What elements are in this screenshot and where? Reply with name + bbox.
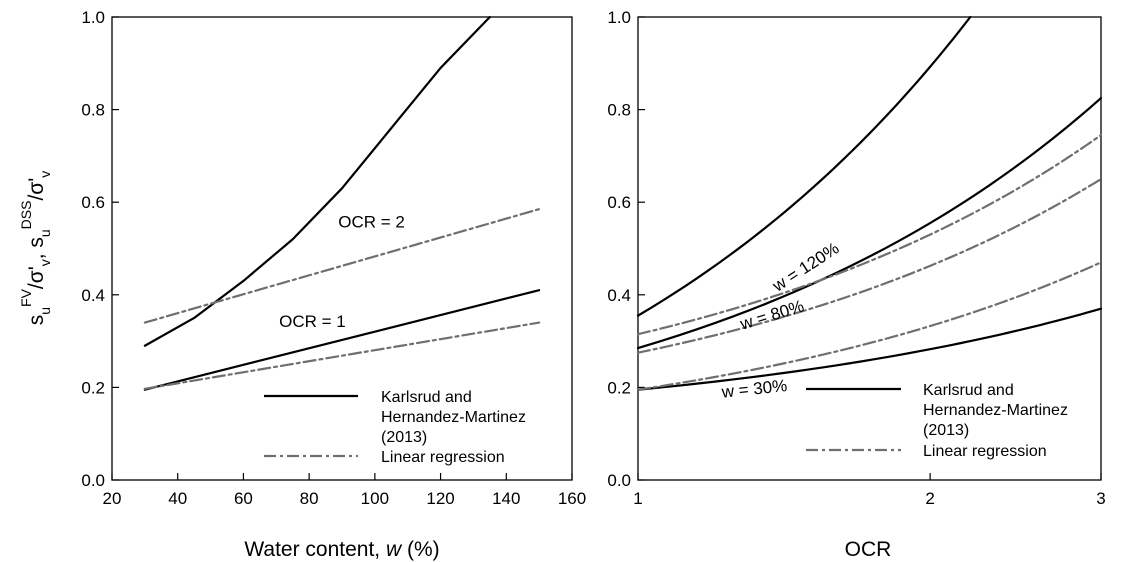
x-axis-title-right: OCR [845, 538, 892, 561]
left-y-tick-label: 0.8 [81, 101, 105, 120]
left-x-ticks: 20 40 60 80 100 120 140 160 [103, 473, 586, 508]
left-y-tick-label: 0.4 [81, 286, 105, 305]
left-x-tick-label: 40 [168, 489, 187, 508]
left-y-tick-label: 0.2 [81, 378, 105, 397]
left-annotation-label: OCR = 2 [338, 213, 405, 232]
legend-label-solid-line1-right: Karlsrud and [923, 382, 1014, 399]
legend-label-solid-line1-left: Karlsrud and [381, 389, 472, 406]
left-x-tick-label: 80 [300, 489, 319, 508]
right-series-line-solid [636, 307, 1103, 391]
left-annotation-label: OCR = 1 [279, 312, 346, 331]
plot-frame-left [111, 16, 573, 481]
legend-label-solid-line2-right: Hernandez-Martinez [923, 402, 1068, 419]
left-y-tick-label: 0.0 [81, 471, 105, 490]
left-y-ticks: 0.0 0.2 0.4 0.6 0.8 1.0 [81, 8, 119, 490]
right-series [636, 15, 1103, 391]
right-annotations: w = 120%w = 80%w = 30% [720, 239, 843, 402]
right-x-tick-label: 2 [925, 489, 934, 508]
left-x-tick-label: 60 [234, 489, 253, 508]
left-series-line-dash-dot [143, 208, 541, 324]
left-y-tick-label: 1.0 [81, 8, 105, 27]
left-series-line-solid [143, 15, 491, 347]
right-y-tick-label: 1.0 [607, 8, 631, 27]
right-y-tick-label: 0.8 [607, 101, 631, 120]
y-axis-title: suFV/σ'v, suDSS/σ'v [18, 171, 53, 326]
right-x-tick-label: 3 [1096, 489, 1105, 508]
legend-label-solid-line3-left: (2013) [381, 429, 427, 446]
chart-left: 0.00.20.40.60.81.0 20 40 60 80 100 120 140 160 … [18, 8, 586, 561]
x-axis-title-left: Water content, w (%) [244, 538, 439, 561]
plot-frame-right [637, 16, 1102, 481]
right-series-line-dash-dot [636, 261, 1103, 391]
left-x-tick-label: 140 [492, 489, 520, 508]
right-y-tick-label: 0.6 [607, 193, 631, 212]
right-y-ticks: 0.0 0.2 0.4 0.6 0.8 1.0 [607, 8, 645, 490]
right-x-ticks: 1 2 3 [633, 473, 1106, 508]
left-x-tick-label: 20 [103, 489, 122, 508]
left-series [143, 15, 541, 391]
right-series-line-solid [636, 96, 1103, 350]
left-annotations: OCR = 2 OCR = 1 [279, 213, 405, 332]
right-series-line-dash-dot [636, 177, 1103, 354]
left-series-line-solid [143, 289, 541, 391]
right-x-tick-label: 1 [633, 489, 642, 508]
legend-label-dashdot-right: Linear regression [923, 443, 1047, 460]
legend-label-solid-line2-left: Hernandez-Martinez [381, 409, 526, 426]
right-y-tick-label: 0.4 [607, 286, 631, 305]
right-y-tick-label: 0.0 [607, 471, 631, 490]
left-x-tick-label: 120 [426, 489, 454, 508]
right-series-line-dash-dot [636, 133, 1103, 336]
legend-label-dashdot-left: Linear regression [381, 449, 505, 466]
right-y-tick-label: 0.2 [607, 378, 631, 397]
right-series-line-solid [636, 15, 972, 317]
left-x-tick-label: 160 [558, 489, 586, 508]
chart-right: 0.0 0.2 0.4 0.6 0.8 1.0 1 2 3 w = 120%w = 80%w … [607, 8, 1105, 561]
legend-label-solid-line3-right: (2013) [923, 422, 969, 439]
left-series-line-dash-dot [143, 321, 541, 390]
left-x-tick-label: 100 [361, 489, 389, 508]
left-y-tick-label: 0.6 [81, 193, 105, 212]
